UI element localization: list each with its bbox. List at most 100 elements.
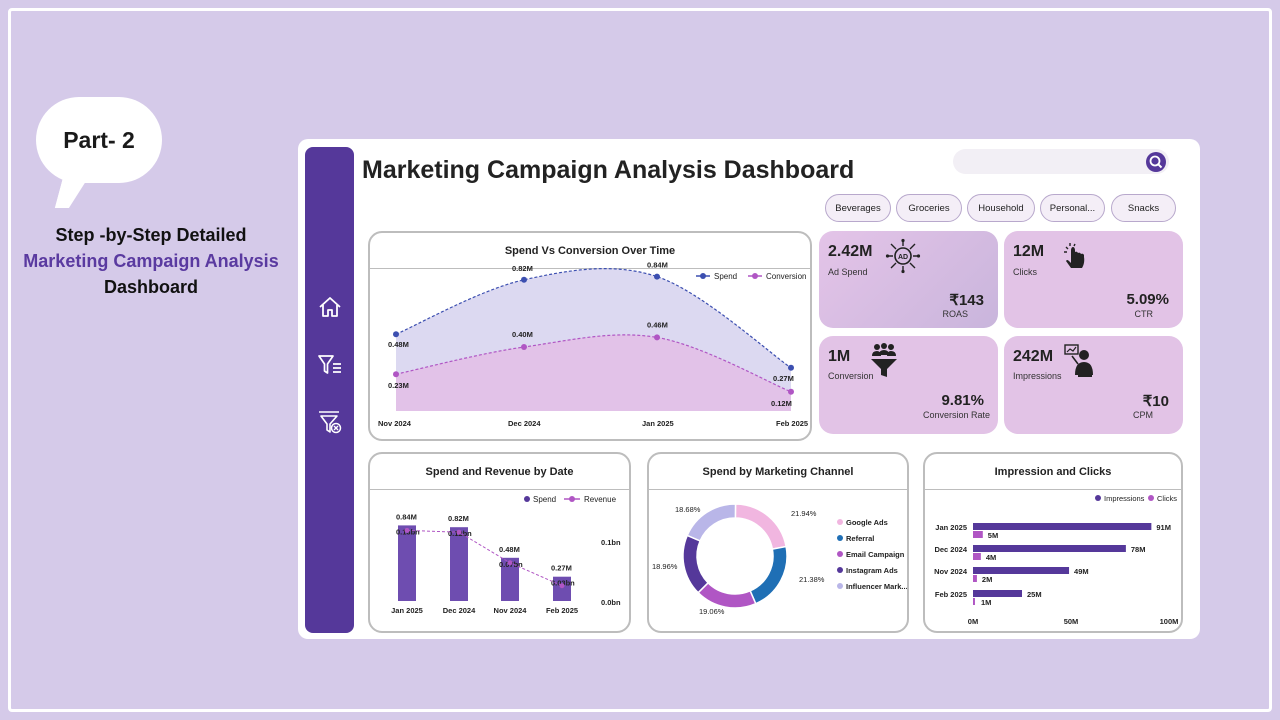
pointer-click-icon — [1064, 243, 1085, 268]
legend-label: Google Ads — [846, 518, 888, 527]
spend-bar — [398, 525, 416, 601]
spend-bar — [553, 576, 571, 601]
clicks-bar-label: 5M — [988, 531, 998, 540]
legend-marker — [837, 535, 843, 541]
filter-list-icon[interactable] — [317, 352, 343, 378]
legend-impressions-label: Impressions — [1104, 494, 1145, 503]
spend-point — [654, 273, 660, 280]
legend-clicks-marker — [1148, 495, 1154, 501]
spend-revenue-chart: SpendRevenue0.84M0.13bn0.82M0.12bn0.48M0… — [391, 495, 621, 615]
legend-label: Influencer Mark... — [846, 582, 907, 591]
spend-line — [395, 268, 792, 369]
search-button[interactable] — [1146, 152, 1166, 172]
legend-marker — [837, 519, 843, 525]
clicks-value: 12M — [1013, 243, 1045, 260]
slice-label: 19.06% — [699, 607, 725, 616]
donut-slice — [686, 503, 737, 542]
legend-revenue-label: Revenue — [584, 495, 617, 504]
filter-personal[interactable]: Personal... — [1040, 194, 1105, 222]
conversion-rate-value: 9.81% — [941, 392, 984, 409]
search-icon — [1149, 155, 1163, 169]
donut-slice — [734, 503, 788, 550]
legend-label: Instagram Ads — [846, 566, 898, 575]
y2-tick-label: 0.1bn — [601, 538, 621, 547]
clicks-bar — [973, 553, 981, 560]
kpi-impressions: 242M Impressions ₹10 CPM — [1004, 336, 1183, 434]
revenue-line — [406, 529, 563, 587]
outer-frame — [8, 8, 1272, 712]
clicks-label: Clicks — [1013, 267, 1037, 277]
spend-bar — [501, 557, 519, 601]
impression-clicks-card: Impression and Clicks Impressions Clicks J… — [923, 452, 1183, 633]
clicks-bar — [973, 598, 975, 605]
conversion-area — [396, 334, 791, 411]
donut-slice — [697, 581, 757, 609]
spend-point-label: 0.82M — [512, 264, 533, 273]
clicks-bar-label: 4M — [986, 553, 996, 562]
search-input[interactable] — [963, 153, 1133, 170]
legend-label: Email Campaign — [846, 550, 905, 559]
spend-point — [521, 276, 527, 283]
caption-line-3: Dashboard — [103, 277, 199, 297]
conversion-point — [654, 334, 660, 341]
x-tick-label: Dec 2024 — [508, 419, 541, 428]
y2-tick-label: 0.0bn — [601, 598, 621, 607]
conversion-rate-label: Conversion Rate — [922, 410, 990, 420]
conversion-point-label: 0.12M — [771, 399, 792, 408]
kpi-conversion: 1M Conversion 9.81% Conversion Rate — [819, 336, 998, 434]
sidebar — [305, 147, 354, 633]
slice-label: 21.94% — [791, 509, 817, 518]
revenue-label: 0.03bn — [551, 579, 575, 588]
ctr-label: CTR — [1134, 309, 1154, 319]
filter-beverages[interactable]: Beverages — [825, 194, 891, 222]
x-tick-label: 100M — [1160, 617, 1179, 626]
x-tick-label: Dec 2024 — [443, 606, 476, 615]
conversion-label: Conversion — [828, 371, 874, 381]
conversion-point-label: 0.40M — [512, 330, 533, 339]
legend-marker — [837, 583, 843, 589]
impressions-bar-label: 25M — [1027, 590, 1042, 599]
filter-clear-icon[interactable] — [317, 409, 343, 435]
ad-spend-label: Ad Spend — [828, 267, 868, 277]
spend-bar-label: 0.84M — [396, 512, 417, 521]
filter-household[interactable]: Household — [967, 194, 1035, 222]
spend-point-label: 0.84M — [647, 261, 668, 270]
y-tick-label: Dec 2024 — [934, 545, 967, 554]
filter-groceries[interactable]: Groceries — [896, 194, 962, 222]
legend-spend-marker — [700, 273, 706, 279]
legend-conversion-label: Conversion — [766, 272, 806, 281]
legend-clicks-label: Clicks — [1157, 494, 1177, 503]
x-tick-label: Jan 2025 — [391, 606, 423, 615]
slice-label: 18.96% — [652, 562, 678, 571]
dashboard-title: Marketing Campaign Analysis Dashboard — [362, 156, 855, 184]
spend-bar-label: 0.27M — [551, 564, 572, 573]
spend-point — [788, 364, 794, 371]
legend-spend-label: Spend — [533, 495, 556, 504]
svg-text:AD: AD — [898, 254, 908, 261]
x-tick-label: Nov 2024 — [378, 419, 412, 428]
spend-point-label: 0.48M — [388, 340, 409, 349]
home-icon[interactable] — [317, 294, 343, 320]
y-tick-label: Feb 2025 — [935, 590, 967, 599]
slice-label: 21.38% — [799, 575, 825, 584]
legend-marker — [837, 567, 843, 573]
revenue-point — [507, 560, 513, 566]
y-tick-label: Nov 2024 — [934, 567, 968, 576]
part-bubble: Part- 2 — [36, 97, 162, 183]
x-tick-label: 50M — [1064, 617, 1079, 626]
search-box[interactable] — [953, 149, 1169, 174]
people-funnel-icon — [871, 343, 897, 377]
roas-label: ROAS — [942, 309, 968, 319]
impressions-bar — [973, 567, 1070, 574]
clicks-bar-label: 2M — [982, 575, 992, 584]
part-label: Part- 2 — [63, 126, 135, 153]
spend-conversion-card: Spend Vs Conversion Over Time Spend Conve… — [368, 231, 812, 441]
x-tick-label: Feb 2025 — [546, 606, 578, 615]
filter-snacks[interactable]: Snacks — [1111, 194, 1176, 222]
legend-spend-marker — [524, 496, 530, 502]
spend-revenue-card: Spend and Revenue by Date Spend Revenue 0.… — [368, 452, 631, 633]
impressions-label: Impressions — [1013, 371, 1062, 381]
spend-bar — [450, 527, 468, 601]
impressions-bar-label: 78M — [1131, 545, 1146, 554]
roas-value: ₹143 — [949, 292, 984, 309]
